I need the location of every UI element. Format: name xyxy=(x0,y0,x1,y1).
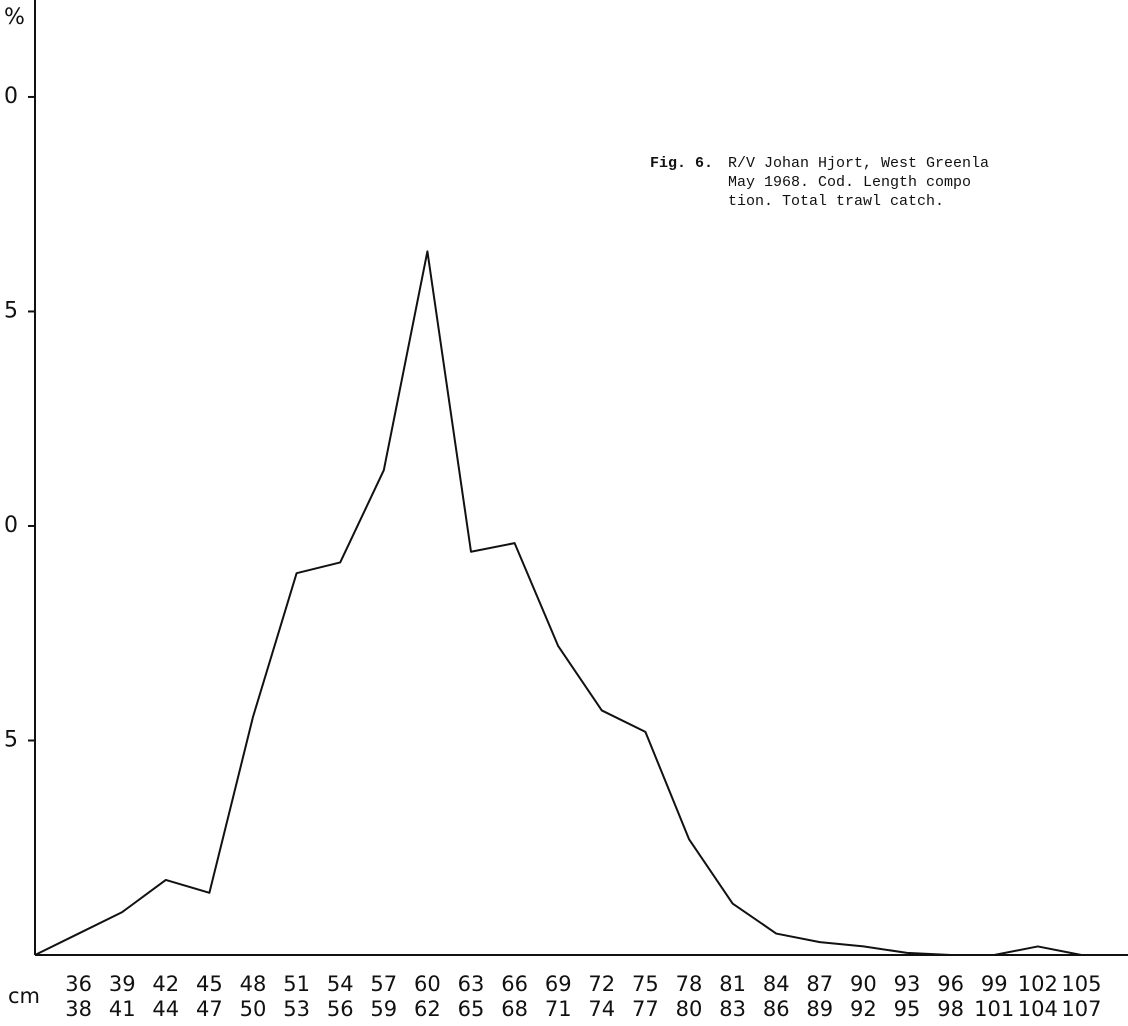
x-tick-label: 83 xyxy=(719,997,746,1021)
x-tick-label: 41 xyxy=(109,997,136,1021)
x-tick-label: 59 xyxy=(370,997,397,1021)
x-tick-label: 56 xyxy=(327,997,354,1021)
x-tick-label: 80 xyxy=(676,997,703,1021)
x-tick-label: 81 xyxy=(719,972,746,996)
x-tick-label: 65 xyxy=(458,997,485,1021)
x-tick-label: 44 xyxy=(152,997,179,1021)
x-axis-label: cm xyxy=(8,984,40,1008)
y-tick-label: 5 xyxy=(4,298,18,323)
x-tick-label: 42 xyxy=(152,972,179,996)
x-tick-label: 96 xyxy=(937,972,964,996)
x-tick-label: 95 xyxy=(894,997,921,1021)
x-tick-label: 53 xyxy=(283,997,310,1021)
x-tick-label: 47 xyxy=(196,997,223,1021)
x-tick-label: 50 xyxy=(240,997,267,1021)
x-tick-label: 54 xyxy=(327,972,354,996)
x-tick-label: 60 xyxy=(414,972,441,996)
x-tick-label: 57 xyxy=(370,972,397,996)
x-tick-label: 75 xyxy=(632,972,659,996)
x-tick-label: 102 xyxy=(1018,972,1058,996)
x-tick-label: 72 xyxy=(588,972,615,996)
x-tick-label: 93 xyxy=(894,972,921,996)
x-tick-label: 87 xyxy=(806,972,833,996)
x-tick-label: 99 xyxy=(981,972,1008,996)
y-axis-label: % xyxy=(4,5,25,30)
x-tick-label: 71 xyxy=(545,997,572,1021)
x-tick-label: 48 xyxy=(240,972,267,996)
caption-line: May 1968. Cod. Length compo xyxy=(728,174,971,191)
x-tick-label: 90 xyxy=(850,972,877,996)
x-tick-label: 84 xyxy=(763,972,790,996)
y-tick-label: 0 xyxy=(4,513,18,538)
x-tick-label: 89 xyxy=(806,997,833,1021)
x-tick-label: 105 xyxy=(1061,972,1101,996)
caption-line: R/V Johan Hjort, West Greenla xyxy=(728,155,989,172)
caption-label: Fig. 6. xyxy=(650,155,713,172)
x-tick-label: 92 xyxy=(850,997,877,1021)
x-tick-label: 104 xyxy=(1018,997,1058,1021)
x-tick-label: 101 xyxy=(974,997,1014,1021)
y-tick-label: 0 xyxy=(4,84,18,109)
x-tick-label: 66 xyxy=(501,972,528,996)
x-tick-label: 39 xyxy=(109,972,136,996)
x-tick-label: 38 xyxy=(65,997,92,1021)
x-tick-label: 51 xyxy=(283,972,310,996)
x-tick-label: 45 xyxy=(196,972,223,996)
x-tick-label: 68 xyxy=(501,997,528,1021)
x-tick-label: 78 xyxy=(676,972,703,996)
line xyxy=(34,250,1082,956)
x-tick-label: 63 xyxy=(458,972,485,996)
y-tick-label: 5 xyxy=(4,727,18,752)
x-tick-label: 36 xyxy=(65,972,92,996)
x-tick-label: 69 xyxy=(545,972,572,996)
x-tick-label: 74 xyxy=(588,997,615,1021)
x-tick-label: 86 xyxy=(763,997,790,1021)
x-tick-label: 62 xyxy=(414,997,441,1021)
x-tick-label: 107 xyxy=(1061,997,1101,1021)
x-tick-label: 98 xyxy=(937,997,964,1021)
caption-line: tion. Total trawl catch. xyxy=(728,193,944,210)
x-tick-label: 77 xyxy=(632,997,659,1021)
